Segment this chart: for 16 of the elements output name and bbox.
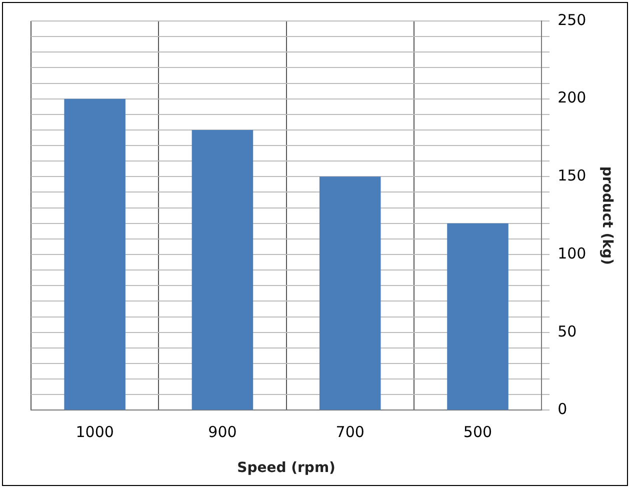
x-tick-label: 900 (208, 423, 237, 442)
x-tick-label: 500 (463, 423, 492, 442)
y-tick-label: 250 (558, 10, 586, 29)
x-tick-label: 1000 (76, 423, 114, 442)
bar (319, 176, 381, 410)
y-tick-label: 50 (558, 322, 577, 340)
y-tick-label: 0 (558, 400, 568, 418)
y-tick-label: 100 (558, 244, 586, 262)
bar (192, 130, 254, 410)
x-axis-title: Speed (rpm) (237, 460, 336, 476)
y-axis-title: product (kg) (598, 166, 615, 265)
y-tick-label: 150 (558, 166, 586, 185)
bar (447, 223, 508, 410)
x-tick-label: 700 (336, 423, 364, 442)
y-tick-label: 200 (558, 88, 586, 107)
bar (64, 98, 126, 410)
